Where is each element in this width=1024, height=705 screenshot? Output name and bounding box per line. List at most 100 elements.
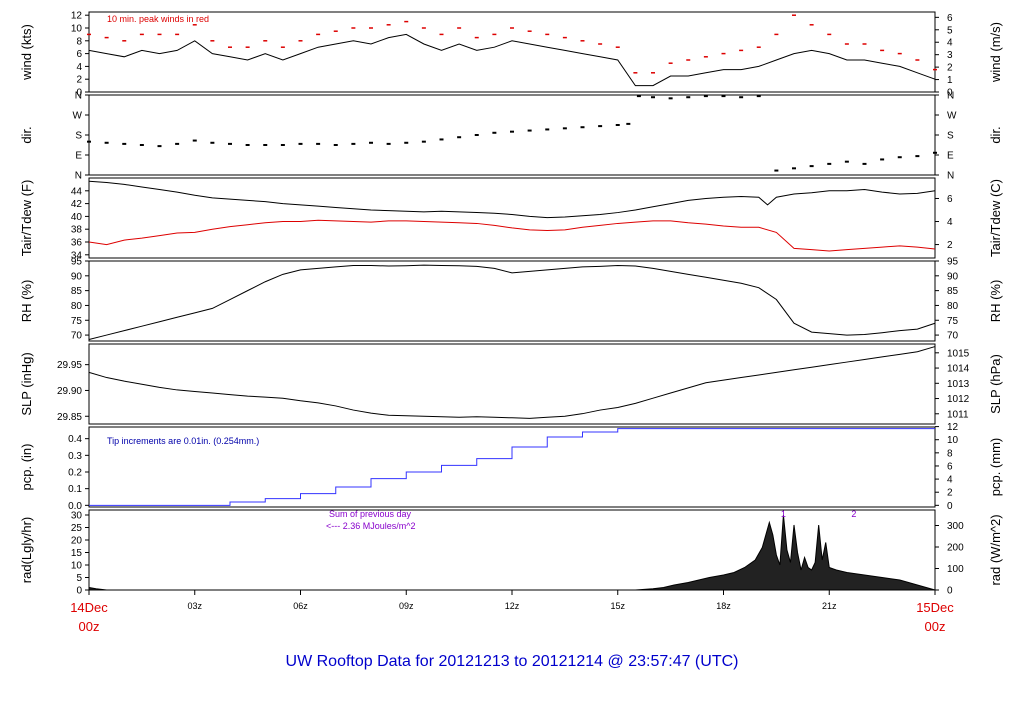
right-tick-label: 1 <box>947 75 953 86</box>
direction-dot <box>562 127 567 130</box>
series-area-radiation <box>88 514 936 591</box>
left-tick-label: 0 <box>76 88 82 99</box>
right-tick-label: 3 <box>947 50 953 61</box>
left-tick-label: N <box>75 91 82 102</box>
direction-dot <box>668 97 673 100</box>
right-axis-label: pcp. (mm) <box>988 438 1003 497</box>
direction-dot <box>626 122 631 125</box>
direction-dot <box>527 129 532 132</box>
series-line-Tdew <box>88 219 936 252</box>
direction-dot <box>404 141 409 144</box>
right-tick-label: 0 <box>947 88 953 99</box>
right-axis-label: RH (%) <box>988 280 1003 323</box>
left-tick-label: 2 <box>76 75 82 86</box>
direction-dot <box>280 144 285 146</box>
right-tick-label: 200 <box>947 543 964 554</box>
left-tick-label: 44 <box>71 186 83 197</box>
direction-dot <box>880 158 885 161</box>
left-tick-label: W <box>73 111 83 122</box>
direction-dot <box>739 96 744 99</box>
right-tick-label: 0 <box>947 586 953 597</box>
left-tick-label: 29.90 <box>57 386 82 397</box>
left-tick-label: 8 <box>76 36 82 47</box>
x-tick-sublabel-major: 00z <box>79 619 100 634</box>
left-tick-label: 5 <box>76 573 82 584</box>
left-tick-label: 42 <box>71 199 83 210</box>
left-tick-label: 10 <box>71 24 83 35</box>
right-tick-label: 2 <box>947 63 953 74</box>
panel-frame <box>88 11 936 93</box>
rad-annotation-line1: Sum of previous day <box>329 509 412 519</box>
right-tick-label: N <box>947 91 954 102</box>
direction-dot <box>157 145 162 148</box>
series-line-wind-speed <box>88 33 936 87</box>
right-tick-label: 6 <box>947 13 953 24</box>
panel-frame <box>88 94 936 176</box>
x-tick-label: 21z <box>822 601 837 611</box>
direction-dot <box>615 124 620 126</box>
left-axis-label: Tair/Tdew (F) <box>19 180 34 257</box>
left-axis-label: RH (%) <box>19 280 34 323</box>
left-tick-label: 38 <box>71 225 83 236</box>
x-axis: 14Dec 00z 03z 06z 09z 12z 15z 18z 21z 15Dec 00z <box>70 590 954 634</box>
right-tick-label: 6 <box>947 194 953 205</box>
panel-frame <box>88 426 936 508</box>
left-tick-label: 70 <box>71 331 83 342</box>
panel-pcp: 0.0 0.1 0.2 0.3 0.4 0 2 4 6 8 10 12 pcp. (in) pcp. (m… <box>19 422 1003 512</box>
series-step-precip <box>89 428 935 506</box>
direction-dot <box>316 142 321 145</box>
direction-dot <box>492 131 497 134</box>
left-tick-label: 4 <box>76 62 82 73</box>
direction-dot <box>369 141 373 144</box>
right-axis-label: dir. <box>988 126 1003 143</box>
x-tick-label: 12z <box>505 601 520 611</box>
series-line-RH <box>88 264 936 341</box>
direction-dot <box>721 95 726 98</box>
direction-dot <box>421 140 426 143</box>
left-tick-label: 29.85 <box>57 412 82 423</box>
precip-annotation: Tip increments are 0.01in. (0.254mm.) <box>107 436 259 446</box>
left-axis-label: wind (kts) <box>19 24 34 81</box>
left-tick-label: 80 <box>71 301 83 312</box>
right-axis-label: rad (W/m^2) <box>988 514 1003 585</box>
direction-dot <box>263 144 268 146</box>
right-tick-label: 2 <box>947 240 953 251</box>
direction-dot <box>686 96 691 99</box>
right-axis-label: wind (m/s) <box>988 22 1003 83</box>
direction-dot <box>915 155 920 158</box>
direction-dot <box>351 142 356 145</box>
right-tick-label: 0 <box>947 501 953 512</box>
panel-rh: 70 75 80 85 90 95 70 75 80 85 90 95 RH (%) RH (%) <box>19 257 1003 342</box>
left-tick-label: E <box>75 151 82 162</box>
panel-frame <box>88 260 936 342</box>
left-tick-label: 25 <box>71 523 83 534</box>
direction-dot <box>792 167 796 170</box>
direction-dot <box>474 134 479 136</box>
left-tick-label: 0.3 <box>68 451 82 462</box>
panel-frame <box>88 343 936 425</box>
right-tick-label: 85 <box>947 286 959 297</box>
left-tick-label: 29.95 <box>57 360 82 371</box>
right-tick-label: N <box>947 171 954 182</box>
direction-dot <box>210 141 215 144</box>
direction-dot <box>827 162 832 165</box>
wind-annotation: 10 min. peak winds in red <box>107 14 209 24</box>
rad-marker-2: 2 <box>851 509 856 519</box>
right-tick-label: 300 <box>947 521 964 532</box>
right-tick-label: 2 <box>947 488 953 499</box>
left-axis-label: rad(Lgly/hr) <box>19 517 34 583</box>
right-tick-label: S <box>947 131 954 142</box>
direction-dot <box>298 142 303 145</box>
direction-dot <box>139 144 144 146</box>
right-tick-label: 70 <box>947 331 959 342</box>
left-tick-label: 0.4 <box>68 434 82 445</box>
direction-dot <box>104 141 109 144</box>
left-tick-label: 20 <box>71 536 83 547</box>
right-tick-label: 4 <box>947 38 953 49</box>
